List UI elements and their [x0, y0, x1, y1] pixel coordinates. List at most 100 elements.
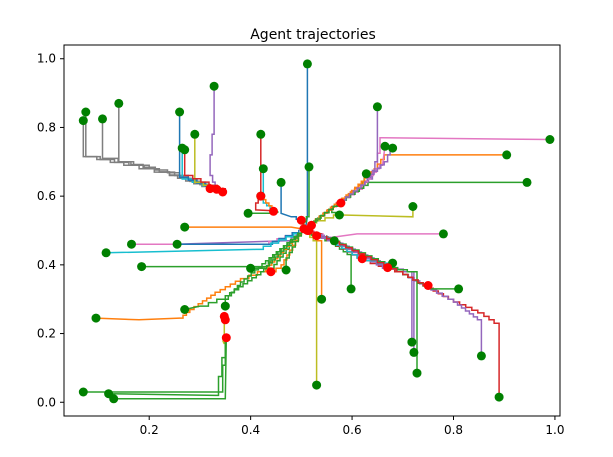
trajectory-57 [325, 235, 429, 287]
trajectory-38 [313, 230, 444, 239]
x-tick-label: 0.2 [140, 423, 159, 437]
start-marker-33 [329, 236, 339, 246]
end-markers [205, 184, 433, 343]
trajectory-17 [184, 226, 302, 230]
trajectory-47 [341, 106, 379, 203]
start-marker-24 [91, 313, 101, 323]
y-tick-label: 0.2 [37, 327, 56, 341]
start-marker-8 [190, 129, 200, 139]
end-marker-16 [266, 267, 276, 277]
trajectory-8 [209, 86, 216, 189]
trajectory-44 [310, 137, 550, 226]
x-tick-label: 0.8 [444, 423, 463, 437]
start-marker-20 [101, 248, 111, 258]
y-tick-label: 0.0 [37, 395, 56, 409]
trajectory-31 [83, 338, 227, 393]
start-marker-43 [388, 143, 398, 153]
start-marker-40 [522, 177, 532, 187]
start-marker-7 [180, 145, 190, 155]
start-marker-4 [114, 98, 124, 108]
trajectory-32 [108, 338, 227, 397]
start-marker-37 [361, 169, 371, 179]
start-marker-48 [409, 347, 419, 357]
y-tick-label: 0.6 [37, 189, 56, 203]
trajectory-53 [320, 233, 413, 343]
end-marker-5 [269, 206, 278, 216]
start-marker-29 [109, 394, 119, 404]
end-marker-14 [383, 263, 393, 273]
start-marker-9 [209, 81, 219, 91]
start-marker-25 [180, 305, 190, 314]
start-marker-42 [380, 141, 390, 151]
end-marker-3 [218, 187, 228, 197]
start-marker-15 [302, 59, 312, 69]
start-marker-3 [98, 114, 107, 124]
trajectory-3 [101, 118, 221, 191]
start-marker-16 [304, 162, 314, 172]
trajectory-4 [118, 103, 224, 192]
start-marker-14 [276, 177, 286, 187]
trajectory-34 [305, 230, 318, 386]
start-marker-31 [317, 294, 327, 304]
start-marker-49 [412, 368, 422, 378]
start-marker-18 [127, 239, 136, 249]
end-marker-15 [423, 281, 433, 290]
x-tick-label: 0.6 [343, 423, 362, 437]
start-marker-5 [175, 107, 185, 117]
end-marker-6 [296, 215, 306, 225]
y-axis: 0.0 0.2 0.4 0.6 0.8 1.0 [37, 52, 64, 409]
start-marker-46 [454, 284, 464, 294]
trajectory-39 [315, 206, 414, 224]
end-marker-4 [256, 191, 266, 201]
x-tick-label: 1.0 [545, 423, 564, 437]
start-marker-34 [438, 229, 448, 239]
end-marker-11 [312, 231, 322, 241]
start-marker-41 [372, 102, 382, 112]
start-marker-10 [256, 129, 266, 139]
trajectory-29 [222, 316, 226, 345]
start-marker-32 [346, 284, 356, 294]
trajectory-21 [106, 230, 303, 254]
start-marker-47 [407, 337, 417, 347]
trajectory-48 [366, 146, 386, 183]
end-marker-1 [205, 184, 215, 194]
start-marker-13 [243, 208, 253, 218]
start-marker-26 [220, 301, 230, 311]
start-marker-1 [78, 116, 88, 126]
start-marker-23 [281, 265, 291, 275]
end-marker-18 [220, 315, 230, 325]
start-marker-30 [312, 380, 322, 390]
start-marker-11 [258, 164, 268, 174]
trajectory-28 [224, 230, 303, 307]
y-tick-label: 1.0 [37, 52, 56, 66]
start-marker-22 [246, 263, 256, 273]
end-marker-10 [304, 226, 314, 235]
chart-title: Agent trajectories [250, 27, 376, 43]
start-marker-44 [494, 392, 504, 402]
start-markers [78, 59, 555, 404]
start-marker-21 [137, 262, 147, 272]
start-marker-2 [81, 107, 91, 117]
start-marker-35 [408, 202, 418, 211]
trajectory-23 [250, 230, 303, 270]
start-marker-39 [502, 150, 512, 160]
trajectory-49 [366, 147, 393, 181]
end-marker-12 [336, 198, 346, 208]
trajectory-18 [174, 230, 303, 245]
start-marker-45 [476, 351, 486, 361]
y-tick-label: 0.8 [37, 120, 56, 134]
end-marker-13 [357, 254, 367, 264]
start-marker-27 [78, 387, 88, 397]
trajectory-33 [113, 337, 228, 400]
start-marker-19 [172, 239, 182, 249]
start-marker-17 [180, 222, 190, 232]
trajectory-27 [184, 230, 303, 311]
trajectory-15 [304, 63, 309, 229]
y-tick-label: 0.4 [37, 258, 56, 272]
plot-frame [63, 44, 561, 417]
x-axis: 0.2 0.4 0.6 0.8 1.0 [140, 416, 564, 437]
start-marker-38 [545, 135, 555, 144]
x-tick-label: 0.4 [241, 423, 260, 437]
trajectory-54 [323, 234, 415, 353]
